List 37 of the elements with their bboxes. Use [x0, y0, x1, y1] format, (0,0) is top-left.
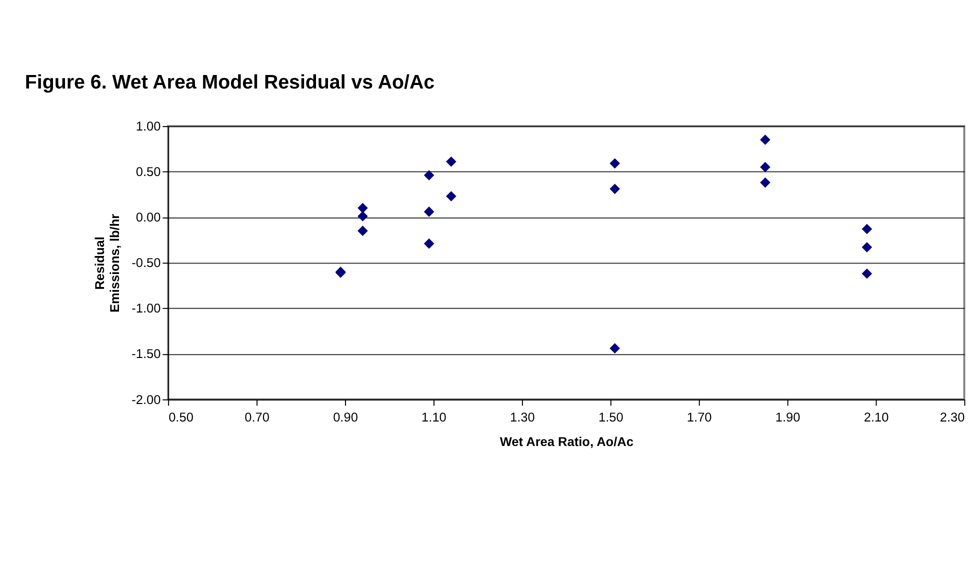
point — [862, 224, 872, 234]
point — [862, 242, 872, 252]
x-tick-label: 2.30 — [940, 409, 965, 424]
x-tick-label: 1.10 — [422, 409, 446, 424]
point — [446, 191, 456, 202]
point — [358, 211, 368, 222]
x-tick-label: 0.90 — [333, 409, 358, 424]
point — [760, 162, 770, 172]
point — [424, 170, 434, 180]
y-tick-label: 1.00 — [136, 118, 161, 134]
y-tick-label: -0.50 — [132, 255, 161, 270]
y-tick-label: 0.00 — [136, 210, 161, 225]
y-axis-title: Residual Emissions, lb/hr — [92, 214, 122, 313]
x-axis-title: Wet Area Ratio, Ao/Ac — [500, 434, 634, 450]
point — [610, 158, 620, 169]
x-tick-label: 0.50 — [168, 409, 194, 424]
x-tick-label: 1.90 — [775, 409, 800, 424]
y-tick-label: -2.00 — [132, 392, 161, 407]
point — [610, 343, 620, 354]
x-tick-label: 1.70 — [686, 409, 712, 424]
point — [760, 134, 770, 145]
chart-title: Figure 6. Wet Area Model Residual vs Ao/Ac — [24, 72, 435, 94]
y-tick-label: 0.50 — [136, 164, 161, 180]
point — [358, 226, 368, 236]
point — [862, 268, 872, 279]
point — [424, 206, 434, 217]
y-tick-label: -1.00 — [132, 300, 161, 316]
point — [760, 177, 770, 188]
point — [446, 156, 456, 167]
point — [358, 202, 368, 214]
point — [610, 184, 620, 194]
x-tick-label: 0.70 — [244, 409, 270, 424]
x-tick-label: 2.10 — [864, 409, 889, 424]
point — [424, 238, 434, 249]
x-tick-label: 1.30 — [510, 409, 535, 424]
x-tick-label: 1.50 — [598, 409, 624, 424]
y-tick-label: -1.50 — [132, 346, 161, 362]
